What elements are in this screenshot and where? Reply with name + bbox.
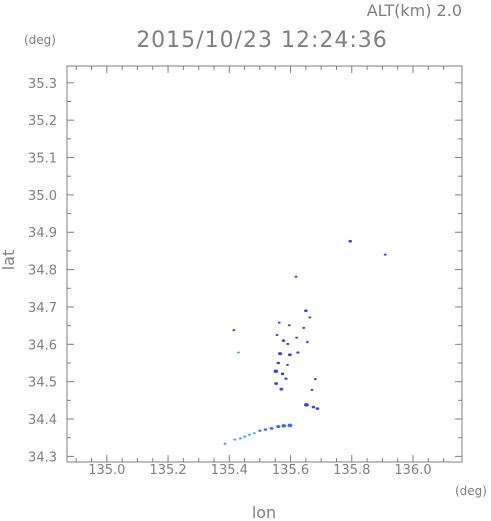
x-tick-label: 135.8	[333, 463, 370, 478]
echo-point	[281, 424, 287, 428]
echo-point	[233, 438, 237, 441]
axis-ticks	[67, 66, 462, 462]
echo-point	[248, 433, 251, 436]
echo-point	[305, 341, 309, 344]
y-unit-label: (deg)	[24, 33, 56, 47]
echo-point	[311, 405, 316, 409]
echo-cells	[223, 239, 387, 445]
echo-point	[308, 316, 312, 319]
echo-point	[274, 382, 279, 385]
echo-point	[310, 388, 314, 391]
echo-point	[232, 329, 236, 332]
x-tick-label: 135.0	[88, 463, 125, 478]
echo-point	[303, 403, 309, 407]
x-unit-label: (deg)	[455, 484, 487, 498]
axis-tick-labels: 135.0 135.2 135.4 135.6 135.8 136.0 34.3 34.4 34…	[28, 77, 432, 478]
y-tick-label: 34.4	[28, 413, 57, 428]
echo-point	[273, 369, 279, 373]
x-tick-label: 135.4	[211, 463, 248, 478]
y-tick-label: 35.3	[28, 77, 57, 92]
echo-point	[258, 429, 262, 432]
echo-point	[286, 363, 289, 366]
y-tick-label: 35.0	[28, 189, 57, 204]
echo-point	[275, 333, 279, 337]
chart-title: 2015/10/23 12:24:36	[136, 28, 388, 53]
x-tick-label: 135.6	[272, 463, 309, 478]
echo-point	[287, 423, 293, 428]
y-tick-label: 34.5	[28, 376, 57, 391]
echo-point	[287, 353, 292, 357]
echo-point	[243, 435, 247, 438]
echo-point	[279, 387, 284, 391]
echo-point	[304, 309, 308, 312]
y-tick-label: 35.2	[28, 114, 57, 129]
echo-point	[286, 342, 290, 345]
echo-point	[302, 326, 306, 329]
echo-point	[276, 424, 281, 429]
y-tick-label: 34.6	[28, 338, 57, 353]
echo-point	[281, 339, 286, 342]
echo-point	[276, 361, 281, 365]
echo-point	[252, 432, 256, 435]
y-axis-label: lat	[0, 250, 18, 271]
altitude-label: ALT(km) 2.0	[367, 1, 462, 20]
echo-point	[294, 275, 298, 278]
echo-point	[296, 351, 300, 354]
echo-point	[278, 352, 283, 356]
echo-point	[287, 324, 291, 327]
echo-point	[223, 442, 227, 445]
echo-point	[315, 407, 320, 410]
y-tick-label: 34.7	[28, 301, 57, 316]
y-tick-label: 34.8	[28, 264, 57, 279]
plot-frame	[66, 65, 463, 463]
echo-point	[277, 321, 281, 324]
echo-point	[269, 426, 274, 430]
echo-point	[263, 428, 268, 431]
echo-point	[238, 437, 242, 440]
echo-point	[237, 351, 240, 354]
echo-point	[313, 378, 317, 381]
echo-point	[295, 336, 299, 339]
y-tick-label: 34.9	[28, 226, 57, 241]
x-axis-label: lon	[252, 503, 276, 521]
echo-point	[284, 377, 288, 380]
echo-point	[383, 253, 387, 256]
echo-point	[348, 239, 352, 243]
y-tick-label: 34.3	[28, 450, 57, 465]
y-tick-label: 35.1	[28, 152, 57, 167]
x-tick-label: 135.2	[149, 463, 186, 478]
echo-point	[280, 372, 285, 376]
x-tick-label: 136.0	[394, 463, 431, 478]
